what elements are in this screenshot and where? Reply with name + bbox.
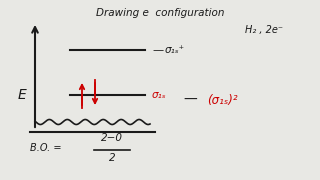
Text: 2: 2 bbox=[109, 153, 115, 163]
Text: 2−0: 2−0 bbox=[101, 133, 123, 143]
Text: B.O. =: B.O. = bbox=[30, 143, 65, 153]
Text: —: — bbox=[152, 45, 163, 55]
Text: σ₁ₛ: σ₁ₛ bbox=[152, 90, 167, 100]
Text: —: — bbox=[183, 93, 197, 107]
Text: H₂ , 2e⁻: H₂ , 2e⁻ bbox=[245, 25, 283, 35]
Text: (σ₁ₛ)²: (σ₁ₛ)² bbox=[207, 93, 238, 107]
Text: E: E bbox=[18, 88, 26, 102]
Text: σ₁ₛ⁺: σ₁ₛ⁺ bbox=[165, 45, 185, 55]
Text: Drawing e  configuration: Drawing e configuration bbox=[96, 8, 224, 18]
